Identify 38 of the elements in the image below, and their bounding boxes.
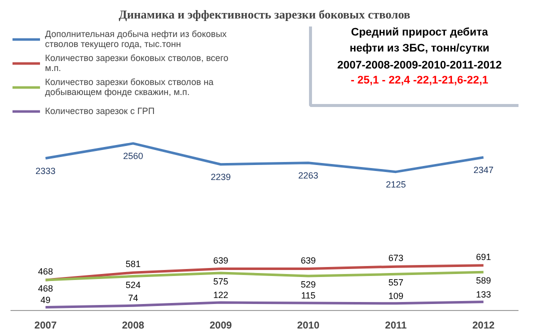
x-tick-label: 2009 — [210, 320, 232, 331]
data-label: 529 — [300, 279, 316, 290]
data-label: 2560 — [123, 150, 144, 161]
data-label: 639 — [300, 255, 316, 266]
data-label: 122 — [213, 290, 228, 300]
legend-label: Количество зарезки боковых стволов на добывающем фонде скважин, м.п. — [45, 76, 214, 98]
text: Средний прирост дебита нефти из ЗБС, тонн/сутки — [350, 26, 490, 54]
data-label: 468 — [38, 266, 54, 276]
data-label: 2239 — [210, 172, 231, 182]
x-tick-label: 2011 — [385, 320, 408, 331]
data-label: 49 — [40, 294, 51, 305]
data-label: 557 — [388, 278, 404, 288]
data-label: 673 — [388, 253, 404, 264]
legend-label: Дополнительная добыча нефти из боковых стволов текущего года, тыс.тонн — [45, 28, 227, 50]
text: - 25,1 - 22,4 -22,1-21,6-22,1 — [350, 74, 488, 86]
data-label: 581 — [126, 259, 141, 270]
x-tick-label: 2007 — [34, 320, 58, 331]
data-label: 2263 — [298, 170, 318, 180]
x-tick-label: 2012 — [472, 320, 496, 331]
data-label: 74 — [128, 293, 138, 304]
data-label: 115 — [301, 290, 316, 300]
chart-title: Динамика и эффективность зарезки боковых стволов — [118, 8, 411, 22]
x-tick-label: 2010 — [297, 320, 320, 331]
data-label: 639 — [213, 255, 228, 266]
data-label: 691 — [476, 252, 491, 262]
data-label: 589 — [476, 276, 491, 286]
text: 2007-2008-2009-2010-2011-2012 — [337, 60, 502, 72]
data-label: 2347 — [473, 164, 494, 175]
legend-label: Количество зарезок с ГРП — [45, 105, 155, 118]
data-label: 109 — [388, 290, 404, 301]
data-label: 524 — [126, 280, 141, 290]
data-label: 2125 — [386, 179, 406, 190]
data-label: 2333 — [36, 166, 56, 176]
data-label: 575 — [213, 276, 228, 286]
data-label: 133 — [476, 289, 491, 300]
legend-label: Количество зарезки боковых стволов, всего м.п. — [45, 52, 228, 74]
x-tick-label: 2008 — [122, 320, 145, 331]
data-label: 468 — [38, 283, 54, 294]
